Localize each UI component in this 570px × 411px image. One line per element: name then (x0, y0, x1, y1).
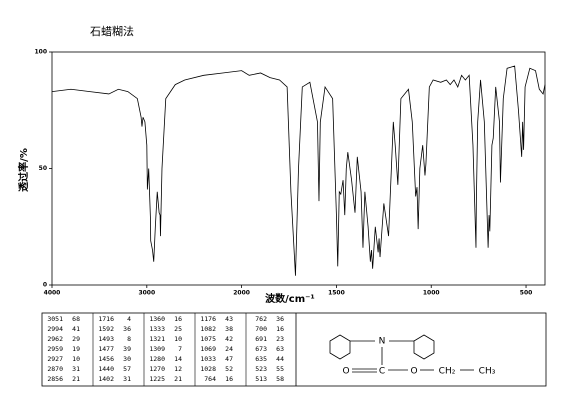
y-axis-label: 透过率/% (17, 148, 30, 192)
peak-wavenumber: 762 (255, 315, 267, 323)
peak-wavenumber: 1075 (200, 335, 216, 343)
peak-transmittance: 30 (123, 355, 131, 363)
peak-wavenumber: 2870 (47, 365, 63, 373)
peak-wavenumber: 2994 (47, 325, 63, 333)
peak-transmittance: 47 (225, 355, 233, 363)
peak-transmittance: 31 (72, 365, 80, 373)
peak-wavenumber: 1280 (149, 355, 165, 363)
peak-transmittance: 57 (123, 365, 131, 373)
peak-transmittance: 12 (174, 365, 182, 373)
peak-wavenumber: 691 (255, 335, 267, 343)
peak-wavenumber: 1082 (200, 325, 216, 333)
peak-wavenumber: 523 (255, 365, 267, 373)
peak-transmittance: 31 (123, 375, 131, 383)
peak-wavenumber: 700 (255, 325, 267, 333)
peak-wavenumber: 3051 (47, 315, 63, 323)
peak-transmittance: 41 (72, 325, 80, 333)
x-tick-label: 3000 (138, 290, 155, 297)
atom-label: N (379, 337, 386, 347)
atom-label: CH₂ (439, 367, 456, 377)
peak-transmittance: 19 (72, 345, 80, 353)
structure (329, 334, 474, 373)
peak-transmittance: 58 (276, 375, 284, 383)
peak-transmittance: 10 (72, 355, 80, 363)
peak-wavenumber: 2962 (47, 335, 63, 343)
atom-label: O (410, 367, 417, 377)
peak-wavenumber: 1493 (98, 335, 114, 343)
peak-transmittance: 36 (276, 315, 284, 323)
x-axis-label: 波数/cm⁻¹ (265, 292, 315, 305)
x-tick-label: 1000 (423, 290, 440, 297)
peak-wavenumber: 1069 (200, 345, 216, 353)
peak-wavenumber: 2959 (47, 345, 63, 353)
peak-transmittance: 14 (174, 355, 182, 363)
peak-transmittance: 7 (178, 345, 182, 353)
y-tick-label: 100 (34, 49, 47, 56)
peak-wavenumber: 1456 (98, 355, 114, 363)
peak-transmittance: 55 (276, 365, 284, 373)
peak-transmittance: 16 (174, 315, 182, 323)
peak-wavenumber: 1028 (200, 365, 216, 373)
peak-transmittance: 43 (225, 315, 233, 323)
peak-transmittance: 4 (127, 315, 131, 323)
peak-transmittance: 23 (276, 335, 284, 343)
peak-wavenumber: 1321 (149, 335, 165, 343)
atom-label: C (379, 367, 385, 377)
peak-transmittance: 16 (225, 375, 233, 383)
y-tick-label: 50 (39, 165, 47, 172)
x-tick-label: 1500 (328, 290, 345, 297)
atom-label: CH₃ (479, 367, 496, 377)
spectrum-line (51, 65, 546, 276)
peak-wavenumber: 1360 (149, 315, 165, 323)
peak-wavenumber: 2856 (47, 375, 63, 383)
peak-wavenumber: 1176 (200, 315, 216, 323)
peak-transmittance: 38 (225, 325, 233, 333)
peak-transmittance: 44 (276, 355, 284, 363)
peak-wavenumber: 513 (255, 375, 267, 383)
peak-wavenumber: 1270 (149, 365, 165, 373)
peak-transmittance: 42 (225, 335, 233, 343)
peak-transmittance: 63 (276, 345, 284, 353)
x-tick-label: 4000 (44, 290, 61, 297)
atom-label: O (342, 367, 349, 377)
peak-wavenumber: 1309 (149, 345, 165, 353)
peak-transmittance: 29 (72, 335, 80, 343)
peak-wavenumber: 1225 (149, 375, 165, 383)
peak-wavenumber: 2927 (47, 355, 63, 363)
peak-wavenumber: 1402 (98, 375, 114, 383)
peak-transmittance: 21 (72, 375, 80, 383)
peak-transmittance: 21 (174, 375, 182, 383)
x-tick-label: 500 (520, 290, 533, 297)
peak-wavenumber: 764 (204, 375, 216, 383)
peak-wavenumber: 1440 (98, 365, 114, 373)
peak-wavenumber: 1033 (200, 355, 216, 363)
phenyl-ring (413, 334, 435, 360)
phenyl-ring (329, 334, 351, 360)
y-tick-label: 0 (43, 282, 47, 289)
peak-wavenumber: 1592 (98, 325, 114, 333)
peak-transmittance: 25 (174, 325, 182, 333)
peak-transmittance: 24 (225, 345, 233, 353)
peak-transmittance: 36 (123, 325, 131, 333)
x-tick-label: 2000 (233, 290, 250, 297)
peak-wavenumber: 1333 (149, 325, 165, 333)
peak-transmittance: 8 (127, 335, 131, 343)
peak-wavenumber: 1716 (98, 315, 114, 323)
peak-transmittance: 10 (174, 335, 182, 343)
peak-transmittance: 52 (225, 365, 233, 373)
peak-transmittance: 68 (72, 315, 80, 323)
peak-wavenumber: 1477 (98, 345, 114, 353)
chart-title: 石蜡糊法 (90, 24, 134, 38)
peak-wavenumber: 673 (255, 345, 267, 353)
peak-table-frame (41, 312, 547, 387)
peak-transmittance: 39 (123, 345, 131, 353)
peak-wavenumber: 635 (255, 355, 267, 363)
peak-transmittance: 16 (276, 325, 284, 333)
